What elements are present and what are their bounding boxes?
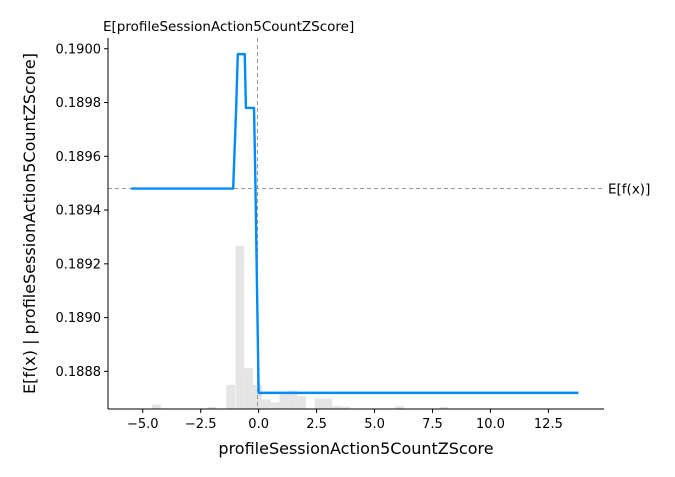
x-tick-label: −2.5 bbox=[185, 417, 217, 432]
x-tick-label: 2.5 bbox=[306, 417, 327, 432]
y-ticks: 0.1888 0.1890 0.1892 0.1894 0.1896 0.1898 0.19… bbox=[56, 42, 108, 380]
histogram-bar bbox=[439, 406, 449, 409]
histogram-bar bbox=[395, 406, 405, 409]
histogram-bar bbox=[288, 390, 298, 409]
histogram-bar bbox=[261, 399, 271, 409]
expected-value-label: E[f(x)] bbox=[608, 182, 650, 198]
histogram-bar bbox=[323, 398, 333, 409]
x-axis-label: profileSessionAction5CountZScore bbox=[218, 439, 493, 458]
histogram-bar bbox=[244, 368, 254, 409]
axes bbox=[107, 38, 604, 410]
histogram-bar bbox=[152, 404, 161, 409]
histogram-bar bbox=[270, 402, 280, 409]
histogram-bar bbox=[297, 396, 306, 409]
histogram-bar bbox=[279, 394, 289, 409]
expected-feature-label: E[profileSessionAction5CountZScore] bbox=[103, 19, 354, 35]
y-tick-label: 0.1896 bbox=[56, 150, 102, 165]
histogram-bar bbox=[314, 398, 324, 409]
x-ticks: −5.0 −2.5 0.0 2.5 5.0 7.5 10.0 12.5 bbox=[127, 409, 563, 432]
y-axis-label: E[f(x) | profileSessionAction5CountZScor… bbox=[20, 53, 39, 394]
histogram-bar bbox=[332, 406, 342, 409]
histogram bbox=[152, 245, 449, 409]
histogram-bar bbox=[341, 406, 350, 409]
y-tick-label: 0.1888 bbox=[56, 365, 102, 380]
histogram-bar bbox=[207, 406, 217, 409]
x-tick-label: 5.0 bbox=[364, 417, 385, 432]
histogram-bar bbox=[235, 245, 245, 409]
reference-lines bbox=[108, 38, 604, 409]
x-tick-label: 12.5 bbox=[534, 417, 563, 432]
x-tick-label: −5.0 bbox=[127, 417, 159, 432]
dependence-line-series bbox=[131, 52, 579, 395]
x-tick-label: 10.0 bbox=[476, 417, 505, 432]
y-tick-label: 0.1890 bbox=[56, 311, 102, 326]
y-tick-label: 0.1898 bbox=[56, 96, 102, 111]
y-tick-label: 0.1900 bbox=[56, 42, 102, 57]
y-tick-label: 0.1892 bbox=[56, 257, 102, 272]
histogram-bar bbox=[226, 384, 236, 409]
x-tick-label: 0.0 bbox=[248, 417, 269, 432]
x-tick-label: 7.5 bbox=[422, 417, 443, 432]
dependence-line bbox=[131, 52, 579, 395]
y-tick-label: 0.1894 bbox=[56, 204, 102, 219]
